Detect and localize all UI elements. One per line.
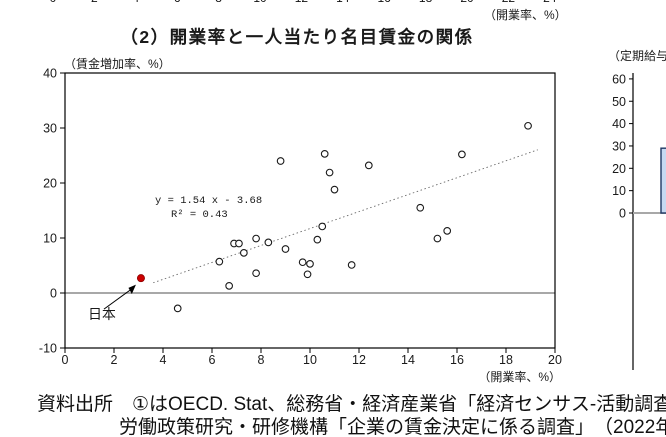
scatter-point: [276, 157, 285, 165]
scatter-point: [281, 245, 290, 253]
bar-y-tick-label: 0: [619, 207, 626, 221]
bar-chart-partial: （定期給与 60 50 40 30 20 10 0: [608, 48, 666, 370]
bar-y-tick-label: 50: [612, 95, 626, 109]
x-tick-label: 18: [499, 353, 513, 367]
clipped-tick-fragment: 2: [91, 0, 98, 5]
scatter-point: [303, 270, 312, 279]
source-note-line2: 労働政策研究・研修機構「企業の賃金決定に係る調査」 （2022年: [119, 417, 666, 437]
clipped-tick-fragment: 22: [502, 0, 515, 5]
scatter-point: [458, 150, 466, 159]
x-tick-label: 16: [450, 353, 464, 367]
bar-y-tick-label: 10: [612, 184, 626, 198]
x-tick-label: 20: [548, 353, 562, 367]
x-tick-label: 12: [352, 353, 366, 367]
clipped-tick-fragment: 8: [215, 0, 222, 5]
scatter-point: [524, 121, 532, 130]
bar-y-tick-label: 20: [612, 162, 626, 176]
x-tick-label: 10: [303, 353, 317, 367]
scatter-point: [433, 234, 442, 243]
scatter-point: [320, 150, 329, 158]
x-axis-unit-label: （開業率、%）: [478, 369, 561, 384]
x-tick-label: 14: [401, 353, 415, 367]
chart-title: （2）開業率と一人当たり名目賃金の関係: [120, 27, 474, 47]
bar-y-axis-unit-label: （定期給与: [608, 48, 666, 63]
clipped-tick-fragment: 20: [460, 0, 473, 5]
y-tick-label: -10: [39, 342, 57, 356]
y-tick-label: 40: [43, 67, 57, 81]
scatter-point: [264, 238, 273, 247]
scatter-point: [235, 239, 243, 248]
japan-point: [136, 274, 145, 283]
clipped-tick-fragment: 6: [174, 0, 181, 5]
y-tick-label: 30: [43, 122, 57, 136]
clipped-tick-fragment: 18: [419, 0, 432, 5]
clipped-tick-fragment: 16: [378, 0, 391, 5]
scatter-point: [330, 185, 339, 194]
plot-area-border: [64, 72, 556, 349]
scatter-point: [240, 249, 248, 257]
x-tick-label: 2: [111, 353, 118, 367]
source-note-line1: 資料出所 ①はOECD. Stat、総務省・経済産業省「経済センサス-活動調査: [37, 394, 666, 415]
regression-equation: y = 1.54 x - 3.68: [155, 195, 262, 207]
regression-r2: R² = 0.43: [171, 209, 228, 221]
scatter-point: [318, 222, 327, 231]
y-axis-unit-label: （賃金増加率、%）: [64, 56, 171, 71]
scatter-point: [306, 260, 314, 268]
scatter-point: [252, 234, 260, 243]
clipped-tick-fragment: 12: [295, 0, 308, 5]
x-tick-label: 4: [160, 353, 167, 367]
y-tick-label: 20: [43, 177, 57, 191]
x-tick-label: 8: [258, 353, 265, 367]
clipped-tick-fragment: 10: [253, 0, 266, 5]
y-tick-label: 0: [50, 287, 57, 301]
scatter-point: [347, 261, 356, 269]
japan-arrow: [103, 287, 134, 310]
japan-arrowhead: [128, 284, 136, 295]
bar-y-tick-label: 30: [612, 139, 626, 153]
scatter-point: [252, 269, 260, 278]
scatter-chart: 40 30 20 10 0 -10 0 2 4 6 8 10 12 14 16 18 20 （賃金増加率、%） （開…: [39, 56, 562, 384]
scatter-point: [173, 304, 182, 313]
x-tick-label: 6: [209, 353, 216, 367]
bar: [660, 147, 666, 214]
scatter-point: [215, 257, 224, 266]
scatter-point: [325, 168, 334, 177]
scatter-point: [225, 282, 233, 290]
scatter-point: [298, 258, 307, 267]
bar-y-tick-label: 60: [612, 72, 626, 86]
clipped-tick-fragment: 4: [132, 0, 139, 5]
clipped-tick-fragment: 0: [50, 0, 57, 5]
bar-y-tick-label: 40: [612, 117, 626, 131]
scatter-point: [443, 227, 452, 235]
x-tick-label: 0: [62, 353, 69, 367]
scatter-point: [416, 203, 425, 212]
scatter-point: [364, 161, 373, 170]
y-tick-label: 10: [43, 232, 57, 246]
japan-label: 日本: [88, 306, 116, 322]
clipped-tick-fragment: 14: [336, 0, 349, 5]
scatter-point: [313, 235, 322, 244]
upper-chart-x-axis-unit-label: （開業率、%）: [484, 8, 567, 22]
clipped-tick-fragment: 24: [543, 0, 556, 5]
